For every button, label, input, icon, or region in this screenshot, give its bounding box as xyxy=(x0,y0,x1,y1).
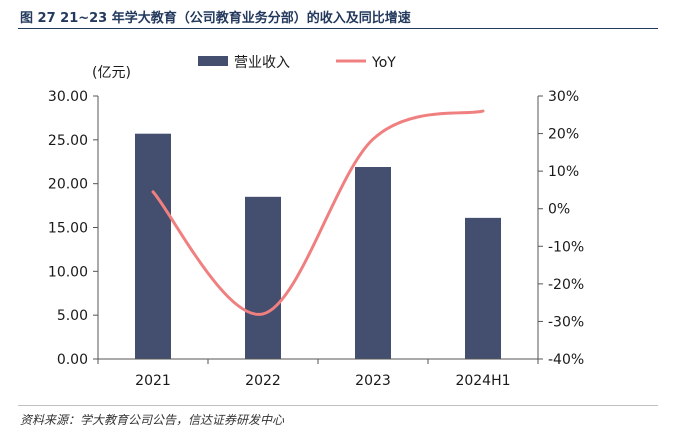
left-axis: 0.00 5.00 10.00 15.00 20.00 25.00 30.00 xyxy=(48,89,99,368)
left-tick-label: 20.00 xyxy=(48,177,88,193)
combo-chart: 营业收入 YoY (亿元) 0.00 5.00 10.00 15.00 20.00 25.0… xyxy=(48,55,584,389)
source-note: 资料来源：学大教育公司公告，信达证券研发中心 xyxy=(20,413,285,427)
x-tick-label: 2021 xyxy=(135,373,171,389)
x-tick-label: 2023 xyxy=(355,373,391,389)
footer-divider xyxy=(18,405,658,406)
title-divider xyxy=(18,28,658,29)
x-tick-label: 2022 xyxy=(245,373,281,389)
chart-area: 营业收入 YoY (亿元) 0.00 5.00 10.00 15.00 20.00 25.0… xyxy=(0,30,676,412)
bar xyxy=(355,167,391,359)
bar xyxy=(465,217,501,359)
figure-header: 图 27 21~23 年学大教育（公司教育业务分部）的收入及同比增速 xyxy=(0,0,676,30)
bar xyxy=(135,133,171,359)
yoy-line xyxy=(151,109,485,316)
left-tick-label: 15.00 xyxy=(48,221,88,237)
right-tick-label: 10% xyxy=(548,164,579,180)
right-tick-label: -40% xyxy=(548,352,584,368)
figure-title: 图 27 21~23 年学大教育（公司教育业务分部）的收入及同比增速 xyxy=(20,11,411,26)
line-series xyxy=(151,109,485,316)
x-tick-label: 2024H1 xyxy=(455,373,510,389)
x-axis: 2021 2022 2023 2024H1 xyxy=(97,358,539,389)
bar-series xyxy=(135,133,501,359)
right-tick-label: 20% xyxy=(548,127,579,143)
left-tick-label: 25.00 xyxy=(48,133,88,149)
left-tick-label: 0.00 xyxy=(57,352,88,368)
left-tick-label: 30.00 xyxy=(48,89,88,105)
right-tick-label: -30% xyxy=(548,314,584,330)
right-tick-label: 30% xyxy=(548,89,579,105)
right-tick-label: 0% xyxy=(548,202,570,218)
y-axis-label: (亿元) xyxy=(92,65,131,81)
right-tick-label: -20% xyxy=(548,277,584,293)
right-tick-label: -10% xyxy=(548,239,584,255)
left-tick-label: 5.00 xyxy=(57,308,88,324)
legend-bar-label: 营业收入 xyxy=(234,55,290,71)
legend: 营业收入 YoY xyxy=(198,55,396,71)
right-axis: -40% -30% -20% -10% 0% 10% 20% 30% xyxy=(537,89,584,368)
bar xyxy=(245,196,281,359)
left-tick-label: 10.00 xyxy=(48,264,88,280)
legend-line-label: YoY xyxy=(371,55,396,71)
legend-bar-swatch xyxy=(198,56,228,66)
